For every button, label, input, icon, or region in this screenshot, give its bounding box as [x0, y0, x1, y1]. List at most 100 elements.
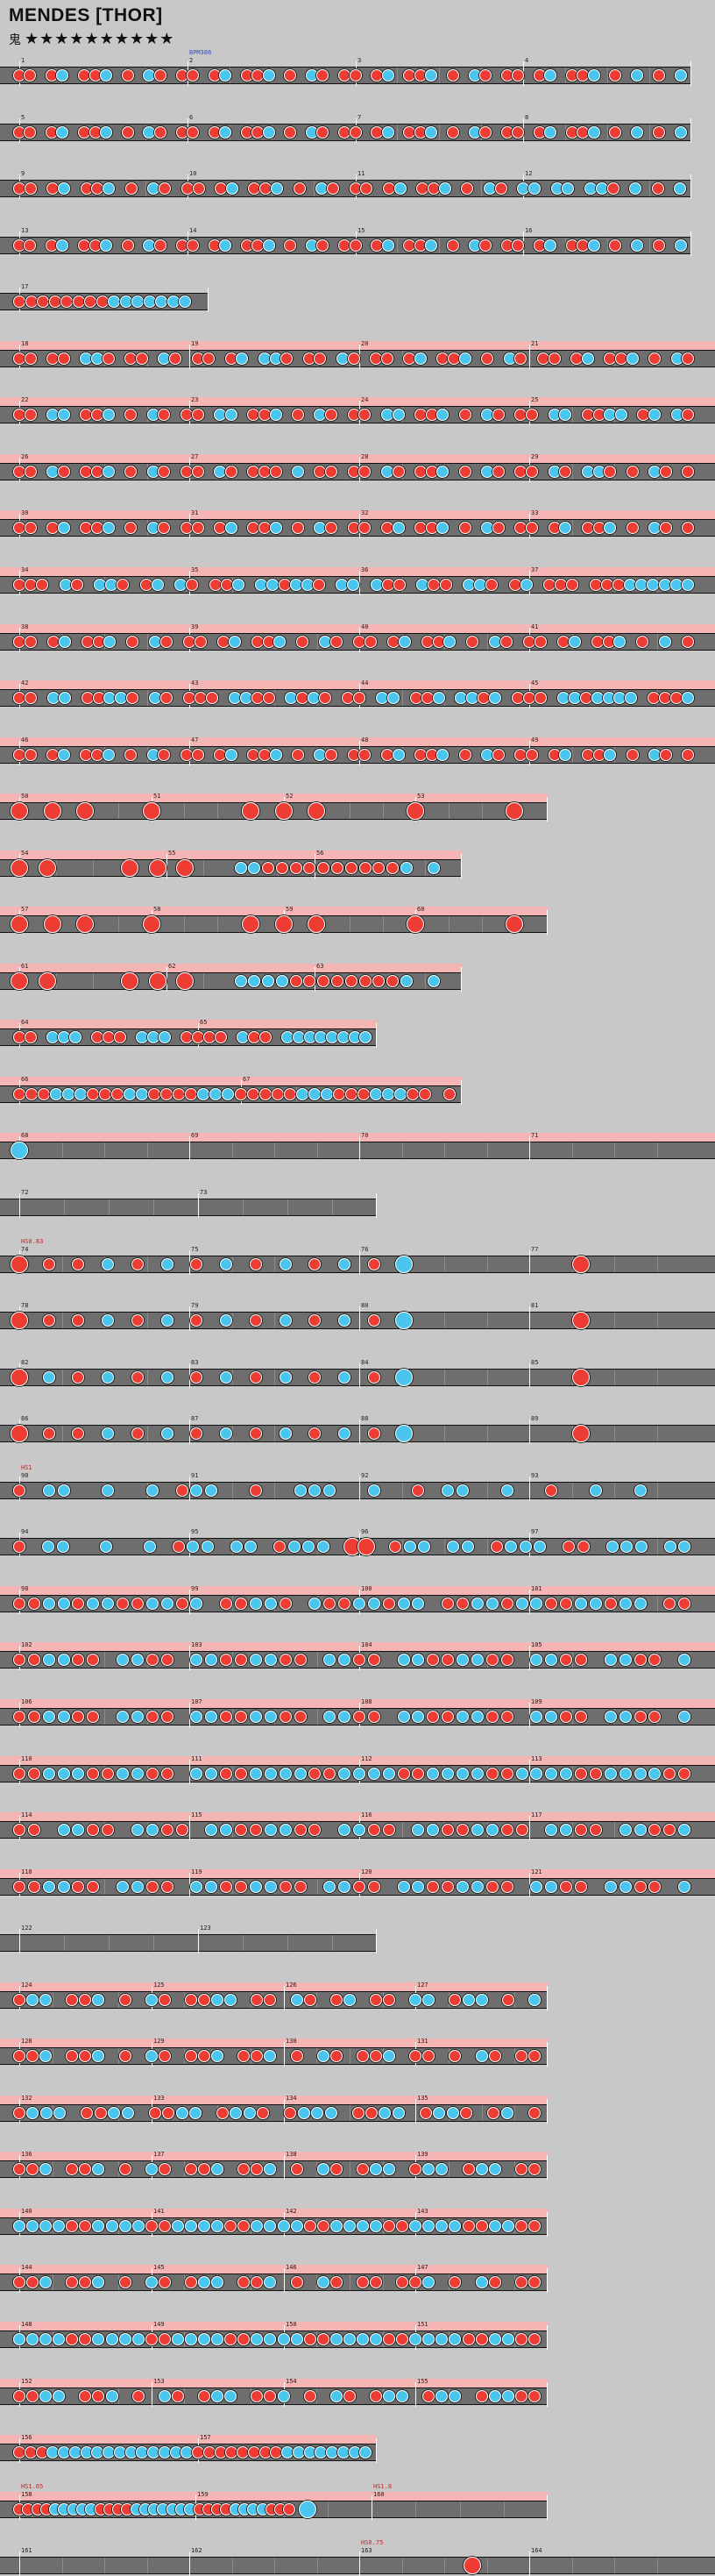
bar-line — [461, 854, 462, 879]
don-note — [119, 1994, 131, 2006]
gogo-strip — [0, 1982, 548, 1991]
ka-note — [436, 749, 449, 761]
chart-row: 110 111 112 113 — [0, 1755, 715, 1784]
ka-note — [625, 692, 637, 704]
don-note — [370, 2050, 382, 2062]
measure-number: 19 — [191, 340, 199, 347]
ka-note — [59, 692, 71, 704]
ka-note — [92, 2276, 104, 2288]
measure-number: 68 — [21, 1132, 29, 1139]
ka-note — [502, 2390, 514, 2402]
don-note — [24, 239, 36, 252]
don-note — [192, 1031, 204, 1043]
measure-number: 162 — [191, 2547, 202, 2554]
don-big-note — [572, 1312, 590, 1329]
don-big-note — [143, 802, 160, 820]
don-note — [79, 2220, 91, 2232]
gogo-strip — [0, 964, 462, 972]
don-note — [186, 579, 198, 591]
ka-note — [155, 295, 167, 308]
don-note — [330, 2276, 343, 2288]
don-note — [251, 2050, 263, 2062]
ka-note — [132, 2220, 145, 2232]
measure-number: 130 — [286, 2038, 297, 2045]
measure-number: 55 — [168, 850, 176, 857]
don-note — [13, 182, 25, 195]
don-note — [352, 2107, 365, 2119]
don-note — [251, 2163, 263, 2175]
ka-note — [463, 1994, 475, 2006]
don-note — [247, 749, 259, 761]
don-note — [516, 1824, 528, 1836]
don-note — [338, 126, 350, 139]
don-note — [124, 409, 137, 421]
don-note — [13, 2276, 25, 2288]
ka-note — [262, 975, 274, 987]
don-note — [181, 409, 193, 421]
don-note — [308, 1427, 321, 1440]
beat-line — [62, 1313, 63, 1328]
don-note — [403, 352, 415, 365]
don-note — [381, 749, 393, 761]
ka-note — [205, 1484, 217, 1497]
beat-line — [316, 2388, 317, 2404]
beat-line — [439, 238, 440, 253]
don-big-note — [275, 915, 293, 933]
beat-line — [316, 2331, 317, 2347]
don-note — [303, 975, 315, 987]
beat-line — [56, 973, 57, 989]
gogo-strip — [0, 680, 715, 689]
don-note — [383, 1994, 395, 2006]
don-note — [308, 1768, 321, 1780]
ka-note — [131, 295, 144, 308]
don-note — [181, 466, 193, 478]
don-note — [58, 466, 70, 478]
beat-line — [614, 1483, 615, 1498]
ka-note — [74, 1088, 87, 1100]
don-note — [627, 749, 639, 761]
ka-note — [56, 126, 68, 139]
measure-number: 145 — [153, 2264, 165, 2271]
ka-note — [39, 2220, 52, 2232]
tempo-annotation: HS1.05 — [21, 2483, 44, 2490]
beat-line — [328, 2501, 329, 2517]
bar-line — [547, 2155, 548, 2180]
ka-note — [648, 409, 661, 421]
don-note — [28, 1824, 40, 1836]
ka-note — [229, 636, 241, 648]
ka-note — [393, 749, 405, 761]
beat-line — [64, 1199, 65, 1215]
ka-note — [270, 522, 282, 534]
don-note — [25, 409, 37, 421]
ka-note — [675, 239, 687, 252]
ka-note — [442, 1484, 454, 1497]
measure-number: 48 — [361, 737, 369, 744]
ka-note — [613, 636, 626, 648]
gogo-strip — [0, 793, 548, 802]
don-note — [13, 522, 25, 534]
measure-number: 51 — [153, 793, 161, 800]
beat-line — [203, 860, 204, 876]
ka-note — [190, 1711, 202, 1723]
ka-note — [46, 409, 59, 421]
don-note — [294, 1824, 307, 1836]
beat-line — [565, 68, 566, 83]
don-note — [25, 636, 37, 648]
don-note — [46, 182, 59, 195]
ka-note — [103, 692, 116, 704]
ka-note — [648, 522, 661, 534]
don-note — [512, 126, 524, 139]
don-note — [13, 2163, 25, 2175]
ka-note — [520, 1541, 532, 1553]
don-note — [457, 1824, 469, 1836]
don-note — [407, 1088, 419, 1100]
ka-note — [605, 1711, 617, 1723]
ka-note — [471, 1654, 484, 1666]
ka-note — [449, 2390, 461, 2402]
don-big-note — [11, 972, 28, 990]
don-note — [682, 352, 694, 365]
ka-note — [290, 579, 302, 591]
measure-number: 11 — [358, 170, 365, 177]
ka-note — [102, 1484, 114, 1497]
